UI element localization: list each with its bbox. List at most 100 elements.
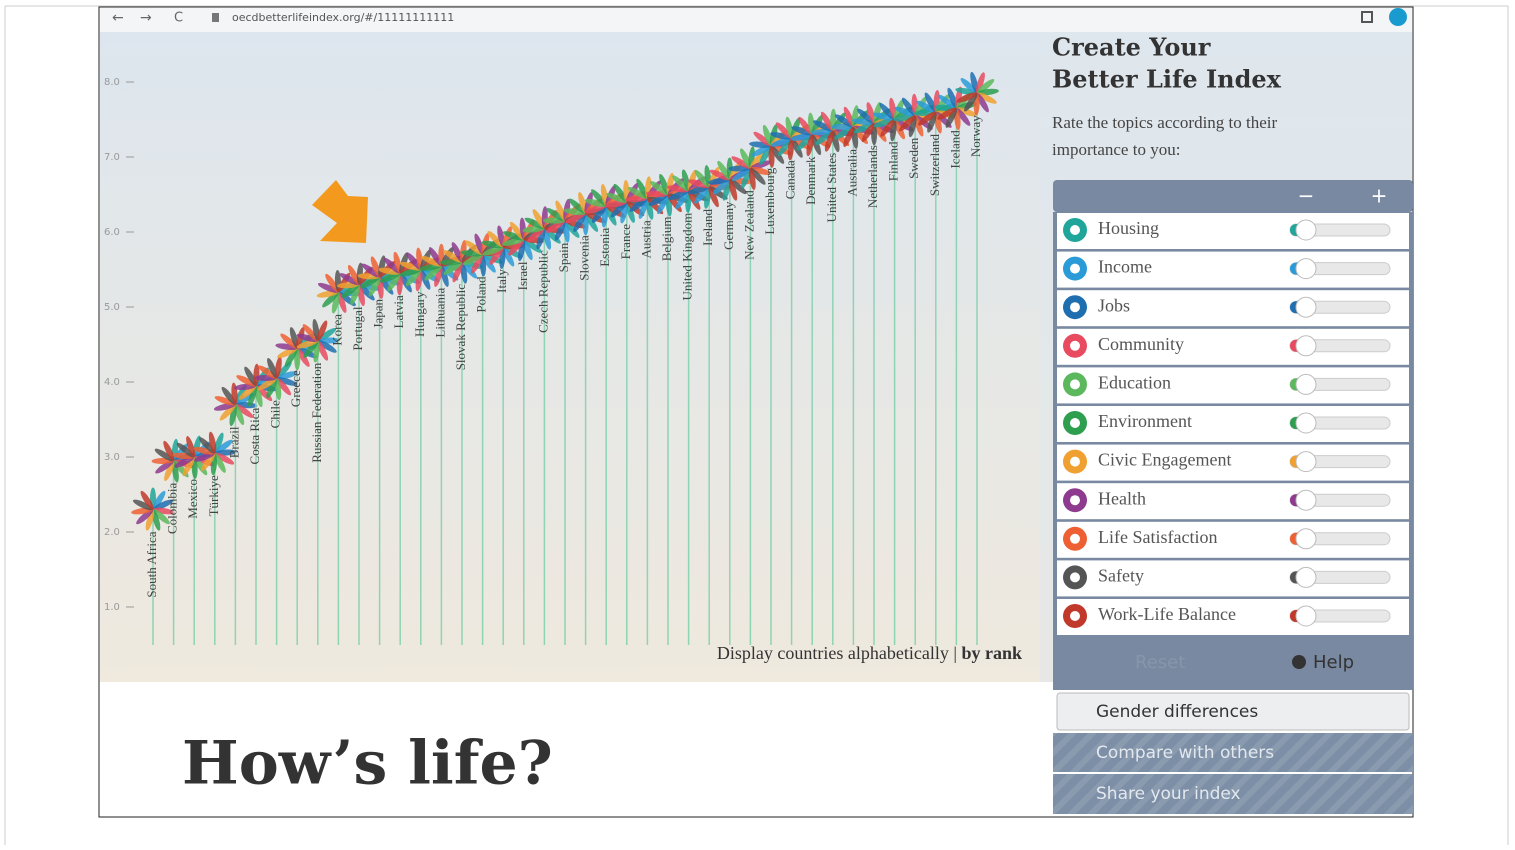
country-label[interactable]: Sweden (906, 137, 921, 179)
slider-knob[interactable] (1296, 336, 1316, 356)
country-label[interactable]: Hungary (412, 291, 427, 337)
country-label[interactable]: New Zealand (741, 190, 756, 260)
country-label[interactable]: Netherlands (865, 145, 880, 208)
country-label[interactable]: Costa Rica (247, 408, 262, 465)
reload-icon[interactable]: C (174, 11, 183, 26)
country-label[interactable]: Canada (783, 160, 798, 199)
country-label[interactable]: South Africa (144, 531, 159, 597)
topic-name[interactable]: Work-Life Balance (1098, 604, 1236, 624)
topic-name[interactable]: Health (1098, 488, 1146, 508)
share-button[interactable]: Share your index (1096, 784, 1241, 804)
country-label[interactable]: United Kingdom (680, 213, 695, 301)
topic-icon-inner (1070, 302, 1080, 312)
headline: How’s life? (182, 729, 553, 799)
country-label[interactable]: Spain (556, 242, 571, 272)
topic-icon-inner (1070, 225, 1080, 235)
country-label[interactable]: Switzerland (927, 134, 942, 197)
slider-knob[interactable] (1296, 452, 1316, 472)
country-label[interactable]: Mexico (185, 479, 200, 519)
topic-icon-inner (1070, 611, 1080, 621)
topic-icon-inner (1070, 572, 1080, 582)
help-button[interactable]: Help (1313, 652, 1354, 673)
topic-name[interactable]: Education (1098, 373, 1171, 393)
avatar[interactable] (1389, 8, 1407, 26)
slider-knob[interactable] (1296, 413, 1316, 433)
country-label[interactable]: Korea (329, 314, 344, 346)
topic-name[interactable]: Income (1098, 257, 1152, 277)
topic-name[interactable]: Life Satisfaction (1098, 527, 1217, 547)
country-label[interactable]: Russian Federation (309, 362, 324, 463)
topic-icon-inner (1070, 534, 1080, 544)
forward-icon[interactable]: → (140, 10, 152, 26)
country-label[interactable]: Slovak Republic (453, 284, 468, 371)
topic-name[interactable]: Jobs (1098, 295, 1130, 315)
slider-knob[interactable] (1296, 529, 1316, 549)
slider-knob[interactable] (1296, 297, 1316, 317)
country-label[interactable]: Australia (844, 149, 859, 197)
country-label[interactable]: Latvia (391, 295, 406, 328)
sort-toggle: Display countries alphabetically | by ra… (717, 643, 1022, 663)
country-label[interactable]: Austria (638, 220, 653, 259)
topic-icon-inner (1070, 495, 1080, 505)
country-label[interactable]: Chile (268, 400, 283, 428)
slider-knob[interactable] (1296, 220, 1316, 240)
slider-knob[interactable] (1296, 374, 1316, 394)
country-label[interactable]: Portugal (350, 306, 365, 350)
country-label[interactable]: Japan (371, 299, 386, 329)
gender-button[interactable]: Gender differences (1096, 702, 1258, 722)
panel-prompt: Rate the topics according to their (1052, 113, 1278, 132)
plus-button[interactable]: + (1371, 184, 1388, 208)
country-label[interactable]: Poland (474, 276, 489, 313)
slider-knob[interactable] (1296, 567, 1316, 587)
topic-icon-inner (1070, 264, 1080, 274)
country-label[interactable]: Slovenia (577, 235, 592, 281)
country-label[interactable]: Estonia (597, 228, 612, 267)
y-tick-label: 4.0 (104, 377, 120, 388)
country-label[interactable]: Brazil (226, 426, 241, 458)
compare-button[interactable]: Compare with others (1096, 743, 1274, 763)
country-label[interactable]: Denmark (803, 156, 818, 205)
panel-header (1053, 180, 1413, 212)
slider-knob[interactable] (1296, 490, 1316, 510)
minus-button[interactable]: − (1298, 184, 1315, 208)
country-label[interactable]: Germany (721, 201, 736, 250)
country-label[interactable]: Iceland (947, 130, 962, 169)
country-label[interactable]: Belgium (659, 217, 674, 262)
country-label[interactable]: Finland (886, 141, 901, 181)
topic-name[interactable]: Housing (1098, 218, 1159, 238)
panel-prompt: importance to you: (1052, 140, 1180, 159)
topic-icon-inner (1070, 341, 1080, 351)
separator: | (953, 643, 957, 663)
topic-name[interactable]: Environment (1098, 411, 1192, 431)
reset-button[interactable]: Reset (1135, 652, 1185, 673)
country-label[interactable]: Ireland (700, 209, 715, 246)
url[interactable]: oecdbetterlifeindex.org/#/11111111111 (232, 11, 454, 24)
topic-name[interactable]: Community (1098, 334, 1184, 354)
sort-rank[interactable]: by rank (961, 643, 1022, 663)
country-label[interactable]: United States (824, 153, 839, 223)
country-label[interactable]: Israel (515, 261, 530, 290)
y-tick-label: 8.0 (104, 77, 120, 88)
country-label[interactable]: Italy (494, 269, 509, 293)
panel-title: Create Your (1052, 33, 1211, 62)
country-label[interactable]: France (618, 224, 633, 260)
country-label[interactable]: Luxembourg (762, 167, 777, 234)
country-label[interactable]: Greece (288, 370, 303, 407)
sort-alpha[interactable]: Display countries alphabetically (717, 643, 949, 663)
country-label[interactable]: Colombia (165, 483, 180, 535)
country-label[interactable]: Norway (968, 115, 983, 157)
topic-name[interactable]: Civic Engagement (1098, 450, 1231, 470)
country-label[interactable]: Lithuania (432, 288, 447, 338)
country-label[interactable]: Türkiye (206, 475, 221, 516)
y-tick-label: 5.0 (104, 302, 120, 313)
country-label[interactable]: Czech Republic (535, 250, 550, 333)
topic-name[interactable]: Safety (1098, 566, 1144, 586)
y-tick-label: 3.0 (104, 452, 120, 463)
slider-knob[interactable] (1296, 259, 1316, 279)
page: {"browser": {"url": "oecdbetterlifeindex… (0, 0, 1515, 845)
topic-icon-inner (1070, 457, 1080, 467)
back-icon[interactable]: ← (112, 10, 124, 26)
topic-icon-inner (1070, 418, 1080, 428)
slider-knob[interactable] (1296, 606, 1316, 626)
y-tick-label: 1.0 (104, 602, 120, 613)
